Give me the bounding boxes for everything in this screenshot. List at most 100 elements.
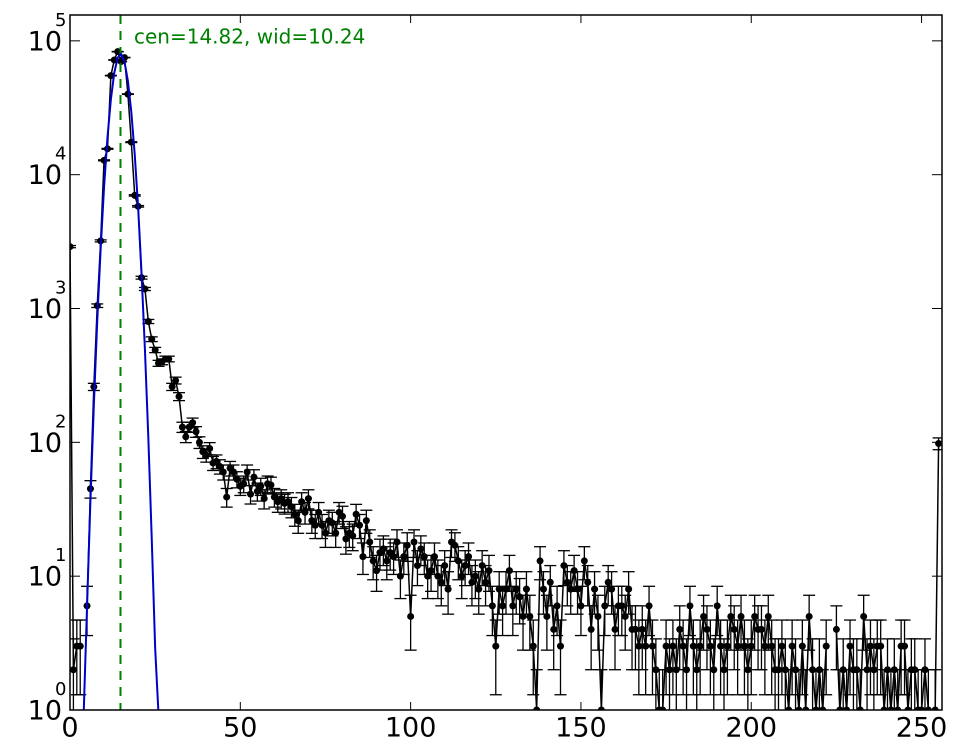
marker (764, 612, 772, 620)
y-tick-label: 10 (28, 562, 62, 593)
marker (604, 578, 612, 586)
marker (482, 578, 490, 586)
marker (700, 612, 708, 620)
marker (901, 642, 909, 650)
data-line (70, 49, 940, 710)
marker (189, 419, 197, 427)
marker (866, 642, 874, 650)
marker (778, 642, 786, 650)
marker (798, 642, 806, 650)
marker (679, 642, 687, 650)
marker (775, 666, 782, 674)
marker (577, 602, 585, 610)
axes-frame (69, 14, 943, 711)
marker (717, 642, 725, 650)
marker (148, 335, 156, 343)
marker (400, 553, 408, 561)
marker (662, 642, 670, 650)
x-tick-label: 0 (61, 713, 78, 744)
y-tick-exponent: 2 (55, 411, 66, 432)
marker (339, 512, 346, 520)
y-tick-exponent: 4 (55, 144, 66, 165)
marker (475, 585, 483, 593)
marker (369, 557, 377, 565)
marker (846, 642, 854, 650)
marker (437, 578, 445, 586)
marker (625, 585, 633, 593)
marker (706, 642, 714, 650)
marker (182, 433, 190, 441)
marker (904, 706, 912, 710)
marker (642, 642, 650, 650)
marker (894, 706, 902, 710)
marker (696, 642, 704, 650)
marker (713, 602, 721, 610)
marker (495, 585, 503, 593)
marker (144, 317, 152, 325)
y-tick-exponent: 3 (55, 278, 66, 299)
marker (931, 706, 939, 710)
marker (526, 612, 534, 620)
marker (659, 706, 667, 710)
marker (362, 517, 370, 525)
marker (427, 567, 435, 575)
marker (233, 475, 241, 483)
marker (757, 625, 765, 633)
y-tick-label: 10 (28, 160, 62, 191)
marker (747, 642, 755, 650)
x-tick-label: 200 (725, 713, 777, 744)
marker (935, 440, 942, 448)
marker (570, 567, 578, 575)
marker (430, 553, 438, 561)
marker (70, 666, 77, 674)
marker (342, 535, 350, 543)
marker (635, 642, 643, 650)
marker (304, 495, 312, 503)
marker (546, 578, 554, 586)
marker (870, 666, 878, 674)
marker (611, 625, 619, 633)
marker (761, 642, 769, 650)
marker (587, 625, 595, 633)
marker (638, 625, 646, 633)
marker (461, 562, 469, 570)
marker (608, 585, 616, 593)
marker (516, 593, 524, 601)
marker (737, 612, 745, 620)
x-tick-label: 150 (555, 713, 607, 744)
marker (465, 553, 473, 561)
marker (574, 585, 582, 593)
marker (686, 602, 694, 610)
y-tick-exponent: 0 (55, 679, 66, 700)
marker (591, 585, 599, 593)
marker (856, 706, 864, 710)
marker (812, 706, 820, 710)
marker (529, 642, 537, 650)
y-tick-label: 10 (28, 294, 62, 325)
marker (151, 346, 159, 354)
marker (924, 706, 932, 710)
marker (669, 642, 677, 650)
marker (441, 562, 449, 570)
marker (468, 578, 476, 586)
marker (550, 625, 558, 633)
marker (539, 585, 547, 593)
marker (444, 585, 452, 593)
marker (727, 612, 735, 620)
marker (740, 642, 748, 650)
marker (359, 553, 367, 561)
marker (168, 383, 176, 391)
marker (499, 602, 507, 610)
marker (417, 545, 425, 553)
marker (407, 612, 415, 620)
marker (172, 376, 180, 384)
marker (366, 538, 374, 546)
marker (390, 553, 398, 561)
marker (683, 666, 691, 674)
marker (734, 642, 742, 650)
marker (393, 538, 401, 546)
marker (584, 578, 592, 586)
marker (114, 48, 122, 56)
marker (471, 572, 479, 580)
